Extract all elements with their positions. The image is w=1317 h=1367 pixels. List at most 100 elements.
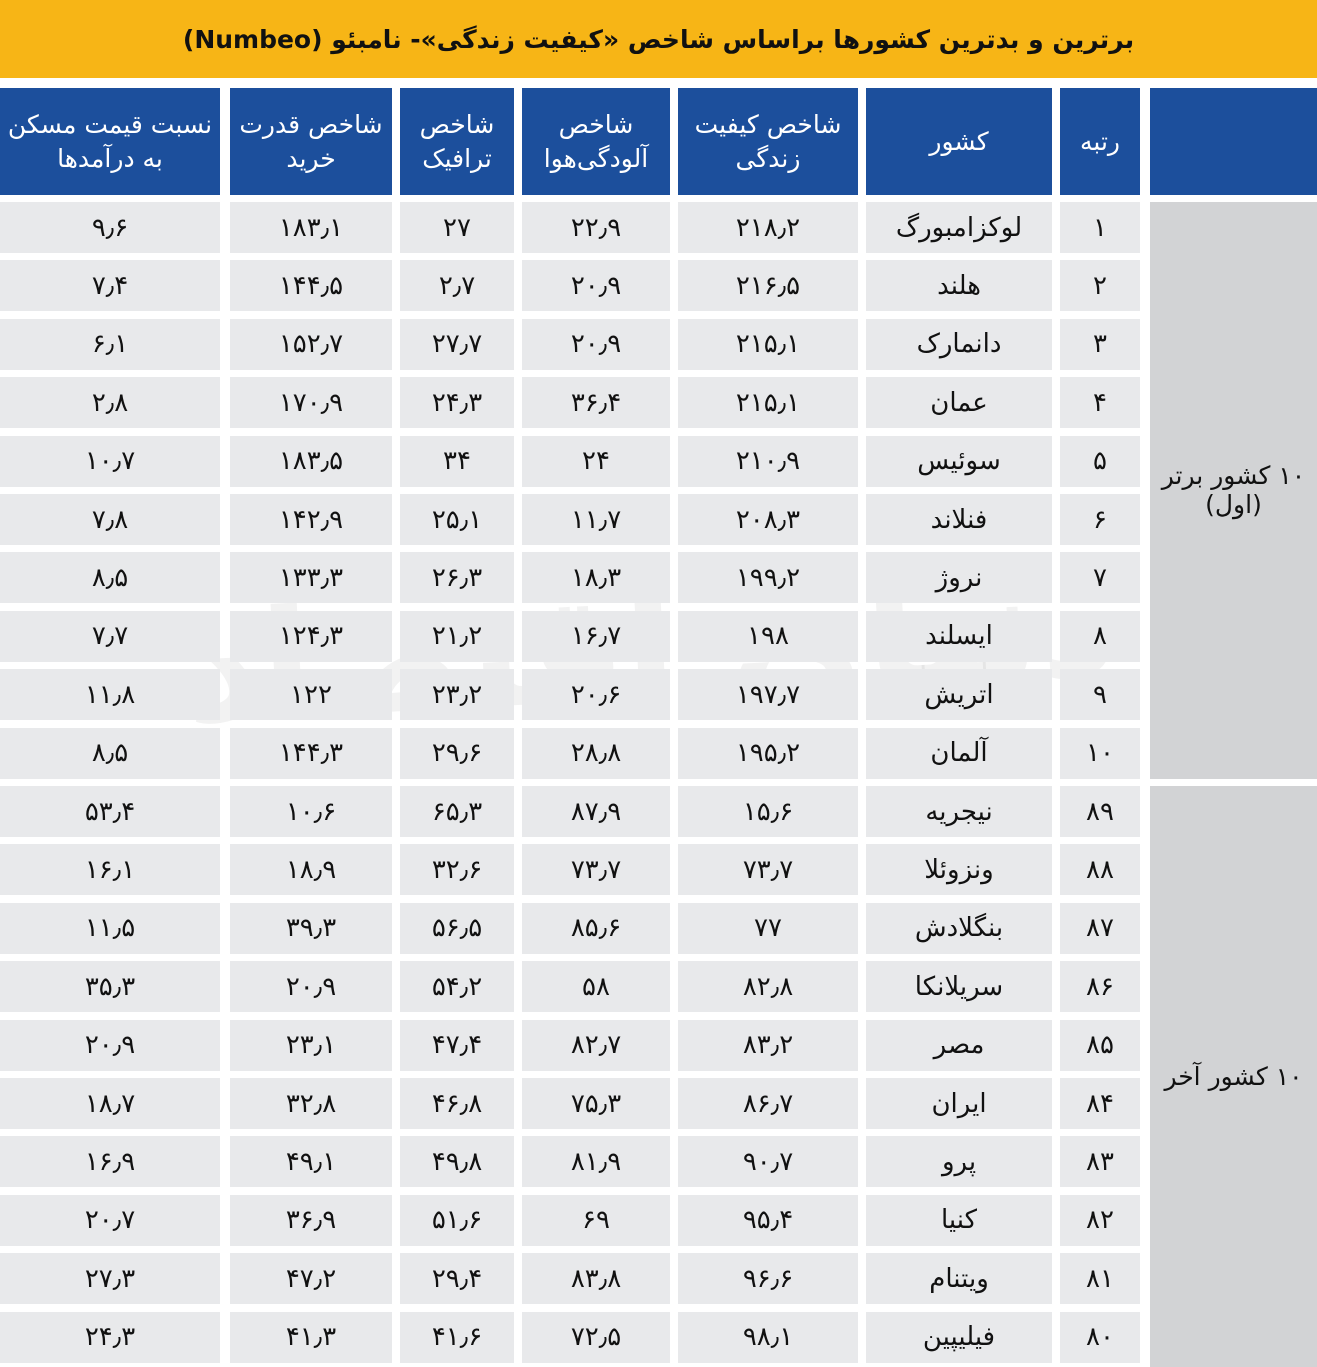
table-cell: ۲۴٫۳ — [400, 377, 514, 429]
table-cell: ۱ — [1060, 202, 1140, 253]
table-cell: ۸۳ — [1060, 1136, 1140, 1188]
table-cell: ۶ — [1060, 494, 1140, 545]
table-cell: ۲۱۵٫۱ — [678, 318, 858, 370]
table-cell: ۸۲٫۸ — [678, 961, 858, 1013]
table-cell: ۲٫۸ — [0, 377, 220, 429]
table-cell: ۱۸۳٫۵ — [230, 435, 392, 487]
table-cell: ۲۱۶٫۵ — [678, 260, 858, 312]
table-cell: ۱۶٫۱ — [0, 844, 220, 896]
table-cell: ۸۲ — [1060, 1194, 1140, 1246]
table-cell: ۱۹۹٫۲ — [678, 552, 858, 604]
table-cell: ۸۵ — [1060, 1019, 1140, 1071]
country-cell: بنگلادش — [866, 902, 1052, 954]
table-cell: ۱۳۳٫۳ — [230, 552, 392, 604]
table-cell: ۲۴ — [522, 435, 670, 487]
country-cell: ونزوئلا — [866, 844, 1052, 896]
table-cell: ۲۳٫۲ — [400, 669, 514, 721]
table-cell: ۲۱۵٫۱ — [678, 377, 858, 429]
table-cell: ۴ — [1060, 377, 1140, 429]
country-cell: کنیا — [866, 1194, 1052, 1246]
table-cell: ۱۱٫۵ — [0, 902, 220, 954]
title-bar: برترین و بدترین کشورها براساس شاخص «کیفی… — [0, 0, 1317, 78]
table-cell: ۲۴٫۳ — [0, 1311, 220, 1363]
table-cell: ۴۹٫۸ — [400, 1136, 514, 1188]
table-cell: ۸۳٫۸ — [522, 1253, 670, 1305]
table-cell: ۴۹٫۱ — [230, 1136, 392, 1188]
table-cell: ۸٫۵ — [0, 727, 220, 779]
table-cell: ۱۱٫۷ — [522, 494, 670, 545]
table-cell: ۳۲٫۶ — [400, 844, 514, 896]
table-cell: ۶٫۱ — [0, 318, 220, 370]
table-cell: ۸۸ — [1060, 844, 1140, 896]
country-cell: نروژ — [866, 552, 1052, 604]
country-cell: فیلیپین — [866, 1311, 1052, 1363]
table-cell: ۳۴ — [400, 435, 514, 487]
table-cell: ۲۰٫۷ — [0, 1194, 220, 1246]
header-cell: شاخص ترافیک — [400, 88, 514, 195]
table-cell: ۳ — [1060, 318, 1140, 370]
table-cell: ۱۶٫۹ — [0, 1136, 220, 1188]
table-cell: ۲۵٫۱ — [400, 494, 514, 545]
table-cell: ۱۵٫۶ — [678, 786, 858, 837]
table-cell: ۸۶٫۷ — [678, 1078, 858, 1129]
table-cell: ۲۰٫۶ — [522, 669, 670, 721]
table-cell: ۱۱٫۸ — [0, 669, 220, 721]
table-cell: ۹٫۶ — [0, 202, 220, 253]
table-cell: ۱۴۲٫۹ — [230, 494, 392, 545]
table-cell: ۱۲۴٫۳ — [230, 610, 392, 662]
group-label: ۱۰ کشور آخر — [1150, 786, 1317, 1367]
header-cell: نسبت قیمت مسکن به درآمدها — [0, 88, 220, 195]
table-cell: ۴۶٫۸ — [400, 1078, 514, 1129]
header-cell: کشور — [866, 88, 1052, 195]
table-cell: ۴۱٫۳ — [230, 1311, 392, 1363]
table-cell: ۲۰٫۹ — [0, 1019, 220, 1071]
table-cell: ۷۳٫۷ — [522, 844, 670, 896]
table-cell: ۲٫۷ — [400, 260, 514, 312]
table-cell: ۸۹ — [1060, 786, 1140, 837]
header-cell: رتبه — [1060, 88, 1140, 195]
country-cell: نیجریه — [866, 786, 1052, 837]
table-cell: ۱۰٫۶ — [230, 786, 392, 837]
table-cell: ۴۷٫۴ — [400, 1019, 514, 1071]
table-cell: ۱۴۴٫۵ — [230, 260, 392, 312]
table-cell: ۱۸٫۳ — [522, 552, 670, 604]
table-cell: ۶۵٫۳ — [400, 786, 514, 837]
table-cell: ۱۴۴٫۳ — [230, 727, 392, 779]
table-cell: ۲۰٫۹ — [522, 260, 670, 312]
table-cell: ۲۲٫۹ — [522, 202, 670, 253]
table-cell: ۸۱٫۹ — [522, 1136, 670, 1188]
table-cell: ۳۲٫۸ — [230, 1078, 392, 1129]
table-cell: ۵۶٫۵ — [400, 902, 514, 954]
country-cell: ویتنام — [866, 1253, 1052, 1305]
table-cell: ۵۳٫۴ — [0, 786, 220, 837]
table-cell: ۳۶٫۴ — [522, 377, 670, 429]
table-cell: ۲۱۸٫۲ — [678, 202, 858, 253]
table-cell: ۳۵٫۳ — [0, 961, 220, 1013]
table-cell: ۵۸ — [522, 961, 670, 1013]
table-cell: ۱۹۸ — [678, 610, 858, 662]
table-cell: ۵ — [1060, 435, 1140, 487]
table-cell: ۵۱٫۶ — [400, 1194, 514, 1246]
table-cell: ۸۲٫۷ — [522, 1019, 670, 1071]
table-cell: ۸۰ — [1060, 1311, 1140, 1363]
table-cell: ۸۶ — [1060, 961, 1140, 1013]
table-cell: ۲۷ — [400, 202, 514, 253]
table-cell: ۹۵٫۴ — [678, 1194, 858, 1246]
table-cell: ۲۷٫۷ — [400, 318, 514, 370]
title: برترین و بدترین کشورها براساس شاخص «کیفی… — [182, 24, 1135, 54]
table-cell: ۳۶٫۹ — [230, 1194, 392, 1246]
table-cell: ۸۷٫۹ — [522, 786, 670, 837]
table-cell: ۸۷ — [1060, 902, 1140, 954]
table-cell: ۵۴٫۲ — [400, 961, 514, 1013]
table-cell: ۹ — [1060, 669, 1140, 721]
table-cell: ۲۹٫۶ — [400, 727, 514, 779]
country-cell: عمان — [866, 377, 1052, 429]
table-cell: ۲۹٫۴ — [400, 1253, 514, 1305]
table-cell: ۱۷۰٫۹ — [230, 377, 392, 429]
group-label: ۱۰ کشور برتر (اول) — [1150, 202, 1317, 779]
table-cell: ۸۵٫۶ — [522, 902, 670, 954]
country-cell: فنلاند — [866, 494, 1052, 545]
table-cell: ۱۸٫۷ — [0, 1078, 220, 1129]
header-cell: شاخص کیفیت زندگی — [678, 88, 858, 195]
